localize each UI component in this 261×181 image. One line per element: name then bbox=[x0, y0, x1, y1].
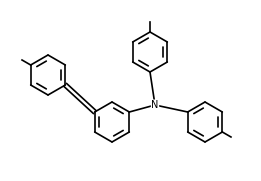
Text: N: N bbox=[151, 100, 159, 110]
